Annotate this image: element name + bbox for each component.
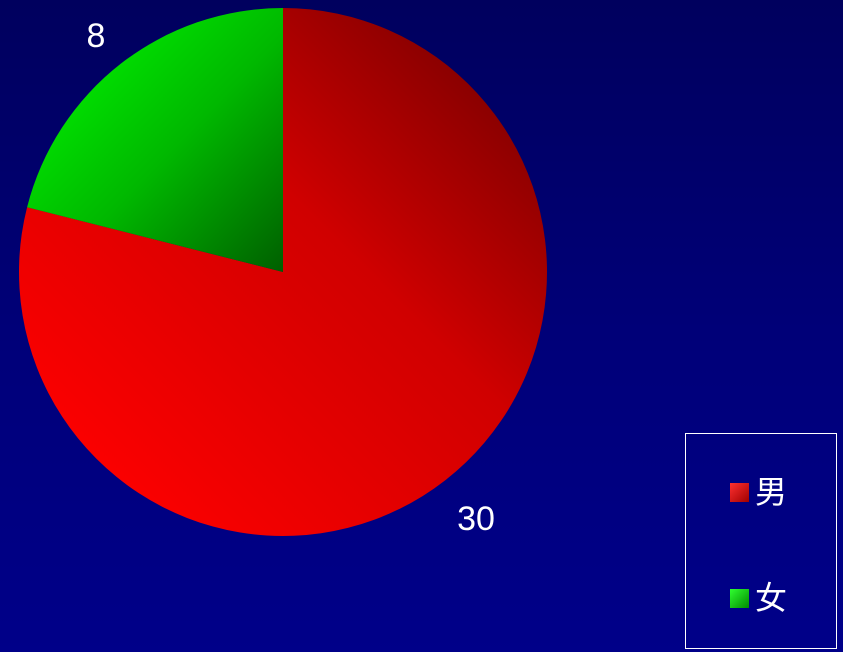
data-label-male: 30 [457,500,495,538]
pie-slice-male [19,8,548,536]
legend: 男 女 [685,433,837,649]
legend-label-female: 女 [755,579,788,617]
pie-slice-female [27,8,283,272]
legend-item-female: 女 [730,578,787,618]
legend-swatch-male [730,482,749,502]
data-label-female: 8 [87,17,106,55]
legend-item-male: 男 [730,472,787,512]
legend-label-male: 男 [755,473,788,511]
legend-swatch-female [730,588,749,608]
